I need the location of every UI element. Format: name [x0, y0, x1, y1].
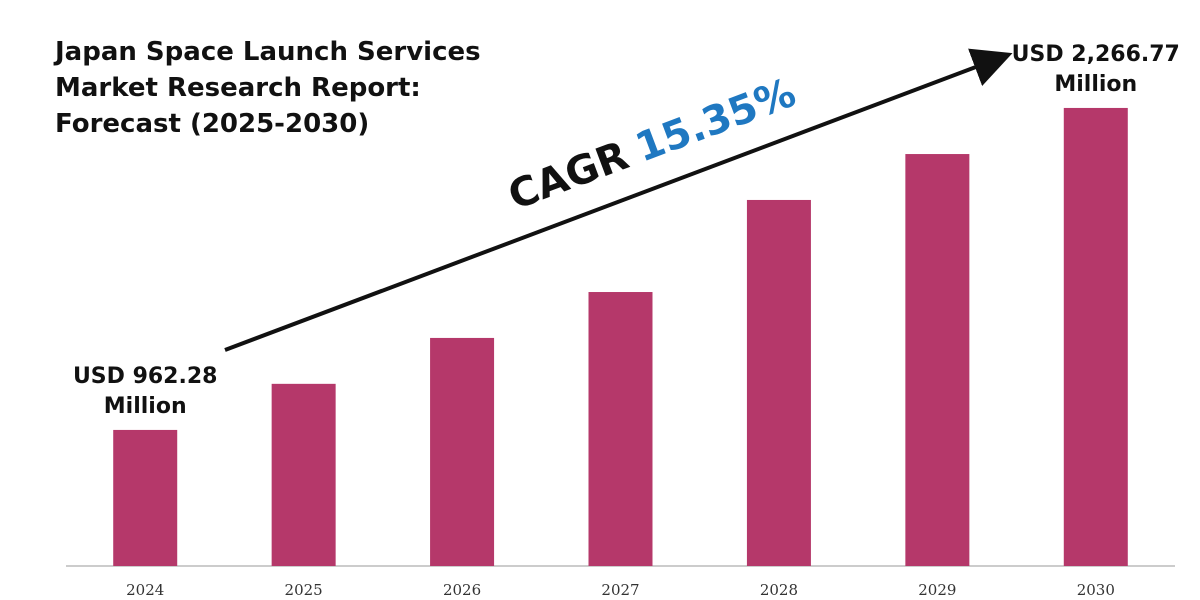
- x-tick-label: 2029: [918, 581, 956, 599]
- bar: [588, 292, 653, 566]
- chart-title: Japan Space Launch Services Market Resea…: [55, 37, 481, 139]
- x-tick-label: 2026: [443, 581, 481, 599]
- bar: [1063, 107, 1128, 566]
- cagr-value: 15.35%: [630, 70, 802, 172]
- value-label: USD 2,266.77 Million: [1011, 41, 1180, 97]
- x-tick-label: 2025: [285, 581, 323, 599]
- bar: [746, 199, 811, 566]
- x-tick-label: 2028: [760, 581, 798, 599]
- x-tick-label: 2024: [126, 581, 164, 599]
- cagr-label: CAGR: [502, 133, 634, 220]
- bar: [430, 337, 495, 566]
- bar: [271, 383, 336, 566]
- bar: [113, 429, 178, 566]
- x-tick-label: 2027: [601, 581, 639, 599]
- cagr: CAGR15.35%: [502, 70, 801, 220]
- bar: [905, 154, 970, 567]
- trend-arrow: [224, 48, 1013, 352]
- x-tick-label: 2030: [1077, 581, 1115, 599]
- value-label: USD 962.28 Million: [72, 363, 218, 419]
